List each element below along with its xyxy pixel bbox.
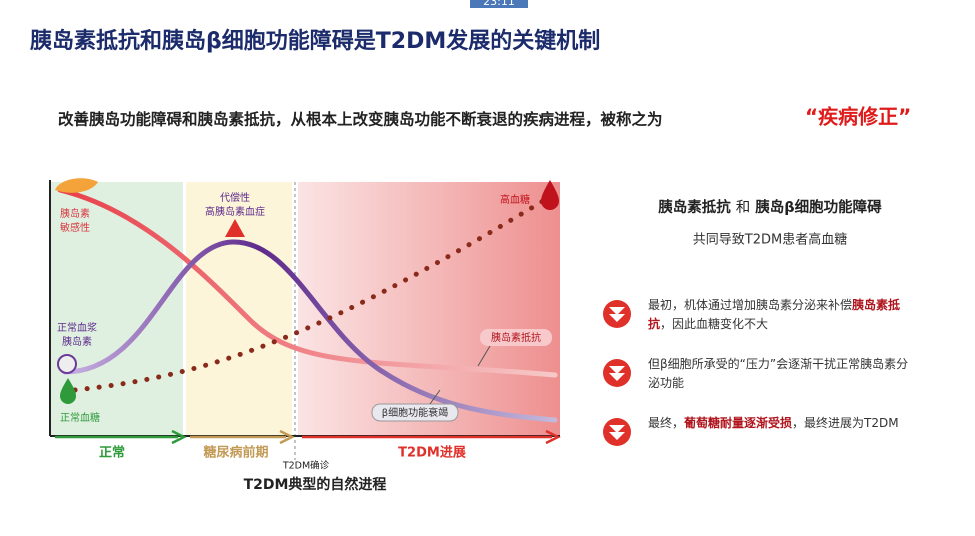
slide-title: 胰岛素抵抗和胰岛β细胞功能障碍是T2DM发展的关键机制 [30,28,600,54]
insulin-curve [62,239,558,423]
heading-part: 胰岛β细胞功能障碍 [755,198,882,216]
sensitivity-curve [57,187,558,378]
insulin-icon [57,354,77,374]
label-sensitivity: 胰岛素 [60,207,90,220]
panel-item: 但β细胞所承受的“压力”会逐渐干扰正常胰岛素分泌功能 [648,355,913,393]
label-normal-insulin: 正常血浆 [57,321,97,334]
label-sensitivity: 敏感性 [60,221,90,234]
phase-arrow [302,429,561,445]
phase-label: 正常 [99,445,125,461]
item-icon-glyph [609,366,625,381]
glucose-curve [72,195,551,393]
item-text: ，因此血糖变化不大 [660,317,769,331]
pointer [477,345,491,367]
phase-arrow [190,429,295,445]
item-icon-glyph [609,425,625,440]
item-text: ，最终进展为T2DM [792,416,899,430]
failure-box [371,403,459,422]
label-resistance: 胰岛素抵抗 [491,331,541,344]
phase-label: T2DM进展 [398,446,467,461]
panel-subheading: 共同导致T2DM患者高血糖 [693,232,847,248]
subtitle-highlight: “疾病修正” [805,105,911,129]
label-hyperglycemia: 高血糖 [500,193,530,206]
item-icons [603,300,631,446]
red-drop [541,180,559,210]
item-icon-glyph [609,307,625,322]
warning-icon [225,219,245,237]
label-normal-glucose: 正常血糖 [60,411,100,424]
diagnosis-label: T2DM确诊 [282,460,330,472]
panel-item: 最初，机体通过增加胰岛素分泌来补偿胰岛素抵抗，因此血糖变化不大 [648,296,913,334]
resistance-box [480,329,552,346]
diagram-caption: T2DM典型的自然进程 [244,476,387,493]
phase-arrow [55,429,187,445]
heading-part: 胰岛素抵抗 [658,198,731,216]
panel-item: 最终，葡萄糖耐量逐渐受损，最终进展为T2DM [648,414,913,433]
label-hyperinsulinemia: 代偿性 [220,191,250,204]
label-failure: β细胞功能衰竭 [382,406,448,419]
pointer [429,389,441,405]
item-text: 最初，机体通过增加胰岛素分泌来补偿 [648,298,853,312]
panel-heading: 胰岛素抵抗和胰岛β细胞功能障碍 [658,198,882,216]
item-text: 最终， [648,416,685,430]
time-badge [470,0,528,8]
label-hyperinsulinemia: 高胰岛素血症 [205,205,265,218]
item-emphasis: 葡萄糖耐量逐渐受损 [684,416,793,430]
pancreas-icon [55,178,98,193]
phase-bg-progression [298,182,560,435]
green-drop [60,378,76,404]
item-emphasis: 胰岛素抵抗 [648,298,901,331]
item-text: 但β细胞所承受的“压力”会逐渐干扰正常胰岛素分泌功能 [648,357,909,390]
timestamp: 23:11 [483,0,515,8]
label-normal-insulin: 胰岛素 [62,335,92,348]
subtitle: 改善胰岛功能障碍和胰岛素抵抗，从根本上改变胰岛功能不断衰退的疾病进程，被称之为 [58,110,663,129]
phase-label: 糖尿病前期 [203,445,268,461]
heading-connector: 和 [736,199,751,216]
